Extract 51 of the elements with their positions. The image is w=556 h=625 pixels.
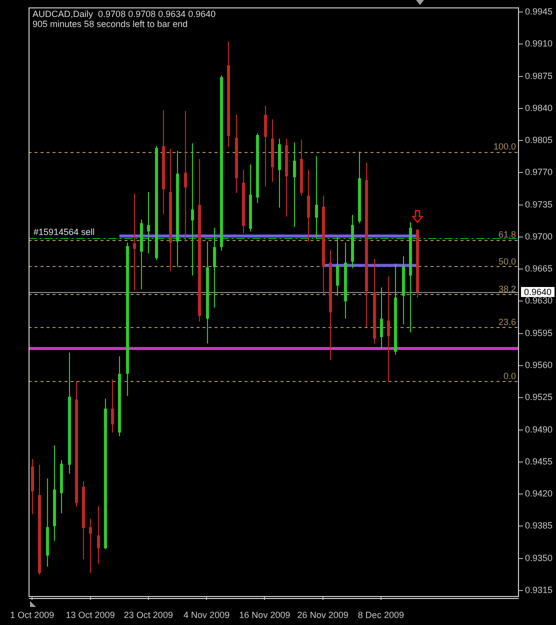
y-tick-label: 0.9700 — [525, 231, 553, 242]
y-tick-label: 0.9455 — [525, 456, 553, 466]
x-tick-label: 4 Nov 2009 — [184, 610, 230, 620]
candlestick — [387, 276, 390, 382]
candlestick — [89, 518, 92, 574]
y-tick-label: 0.9560 — [525, 360, 553, 370]
x-tick-label: 1 Oct 2009 — [10, 610, 54, 620]
x-tick-label: 13 Oct 2009 — [66, 610, 115, 620]
candlestick — [293, 142, 296, 228]
y-tick-label: 0.9770 — [525, 167, 553, 178]
candlestick — [264, 105, 267, 187]
y-tick-label: 0.9315 — [525, 584, 553, 595]
candlestick — [213, 227, 216, 308]
annotation: 100.0 — [493, 142, 516, 152]
chart-title: AUDCAD,Daily 0.9708 0.9708 0.9634 0.9640 — [32, 9, 216, 20]
y-tick-label: 0.9525 — [525, 392, 553, 402]
x-tick-label: 26 Nov 2009 — [297, 610, 348, 620]
annotation: 50.0 — [498, 256, 516, 266]
annotation: 61.8 — [498, 230, 516, 240]
candlestick — [97, 506, 100, 564]
y-tick-label: 0.9350 — [525, 552, 553, 563]
y-tick-label: 0.9630 — [525, 296, 553, 306]
candlestick — [111, 378, 114, 434]
candlestick — [307, 169, 310, 242]
y-tick-label: 0.9490 — [525, 424, 553, 434]
candlestick — [315, 156, 318, 240]
candlestick — [191, 142, 194, 276]
y-tick-label: 0.9385 — [525, 520, 553, 531]
candlestick — [380, 286, 383, 350]
annotation: 23.6 — [498, 316, 516, 327]
candlestick — [184, 110, 187, 242]
x-tick-label: 23 Oct 2009 — [124, 610, 173, 620]
y-tick-label: 0.9945 — [525, 6, 553, 16]
x-tick-label: 8 Dec 2009 — [358, 610, 404, 620]
ref-line-label: 0.9640 — [524, 286, 552, 297]
ref-line-label: #15914564 sell — [34, 227, 95, 237]
y-tick-label: 0.9665 — [525, 264, 553, 274]
candlestick — [147, 191, 150, 254]
y-tick-label: 0.9805 — [525, 135, 553, 146]
y-tick-label: 0.9910 — [525, 38, 553, 49]
y-tick-label: 0.9735 — [525, 199, 553, 210]
candlestick — [336, 236, 339, 296]
y-tick-label: 0.9595 — [525, 328, 553, 338]
y-tick-label: 0.9420 — [525, 488, 553, 499]
y-tick-label: 0.9840 — [525, 102, 553, 113]
text: 905 minutes 58 seconds left to bar end — [32, 19, 188, 30]
y-tick-label: 0.9875 — [525, 70, 553, 81]
annotation: 0.0 — [503, 371, 516, 382]
candlestick — [133, 193, 136, 291]
x-tick-label: 16 Nov 2009 — [239, 610, 290, 620]
annotation: 38.2 — [498, 284, 516, 294]
